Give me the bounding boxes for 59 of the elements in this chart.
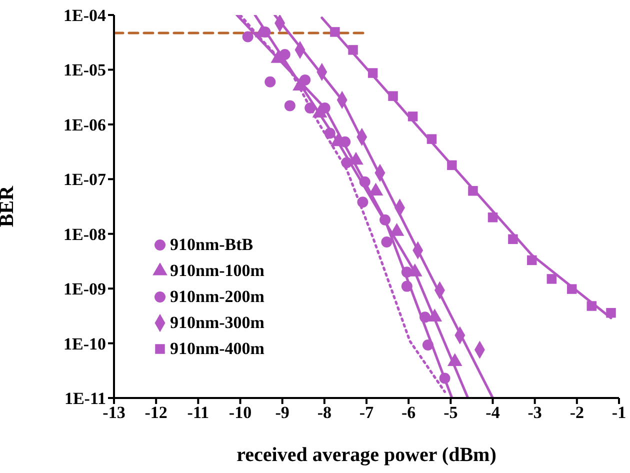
- y-tick-label: 1E-04: [64, 6, 106, 26]
- point: [422, 340, 434, 350]
- point: [357, 196, 368, 208]
- x-tick-label: -10: [228, 403, 252, 422]
- y-tick-label: 1E-10: [64, 334, 106, 354]
- point: [468, 186, 478, 196]
- x-tick-label: -5: [444, 403, 458, 422]
- point: [324, 128, 336, 139]
- point: [408, 112, 418, 122]
- x-tick-label: -8: [317, 403, 332, 422]
- x-tick-label: -9: [275, 403, 290, 422]
- x-tick-label: -11: [187, 403, 210, 422]
- point: [439, 372, 450, 384]
- point: [508, 234, 518, 244]
- point: [606, 308, 616, 318]
- line-series: [274, 15, 494, 398]
- y-axis-title: BER: [0, 185, 18, 228]
- x-tick-label: -6: [401, 403, 416, 422]
- x-tick-label: -12: [144, 403, 168, 422]
- legend-label: 910nm-BtB: [170, 234, 254, 256]
- point: [279, 48, 290, 60]
- x-tick-label: -4: [486, 403, 500, 422]
- y-tick-label: 1E-06: [64, 115, 106, 134]
- point: [348, 45, 358, 55]
- x-tick-label: -7: [359, 403, 374, 422]
- legend-label: 910nm-100m: [170, 260, 264, 282]
- point: [401, 266, 412, 278]
- point: [388, 91, 398, 101]
- point: [527, 255, 537, 266]
- point: [264, 76, 276, 88]
- point: [380, 214, 391, 226]
- x-tick-label: -3: [528, 403, 542, 422]
- point: [566, 284, 577, 294]
- y-tick-label: 1E-05: [64, 60, 106, 80]
- point: [546, 274, 557, 284]
- point: [419, 312, 430, 323]
- point: [304, 102, 316, 114]
- legend-label: 910nm-300m: [170, 312, 264, 334]
- y-tick-label: 1E-07: [64, 170, 106, 190]
- point: [359, 176, 370, 188]
- point: [300, 74, 311, 86]
- point: [447, 160, 457, 170]
- point: [284, 100, 296, 112]
- point: [330, 27, 340, 37]
- x-axis-title: received average power (dBm): [236, 444, 496, 466]
- point: [368, 68, 378, 78]
- x-tick-label: -2: [570, 403, 584, 422]
- legend-label: 910nm-200m: [170, 286, 264, 308]
- point: [381, 236, 392, 248]
- y-tick-label: 1E-09: [64, 280, 106, 299]
- y-tick-label: 1E-08: [64, 224, 106, 244]
- point: [426, 134, 437, 144]
- point: [341, 157, 352, 168]
- point: [488, 212, 498, 222]
- legend-label: 910nm-400m: [170, 338, 264, 360]
- x-tick-label: -1: [612, 403, 626, 422]
- point: [242, 31, 254, 42]
- point: [586, 301, 597, 311]
- point: [401, 280, 412, 292]
